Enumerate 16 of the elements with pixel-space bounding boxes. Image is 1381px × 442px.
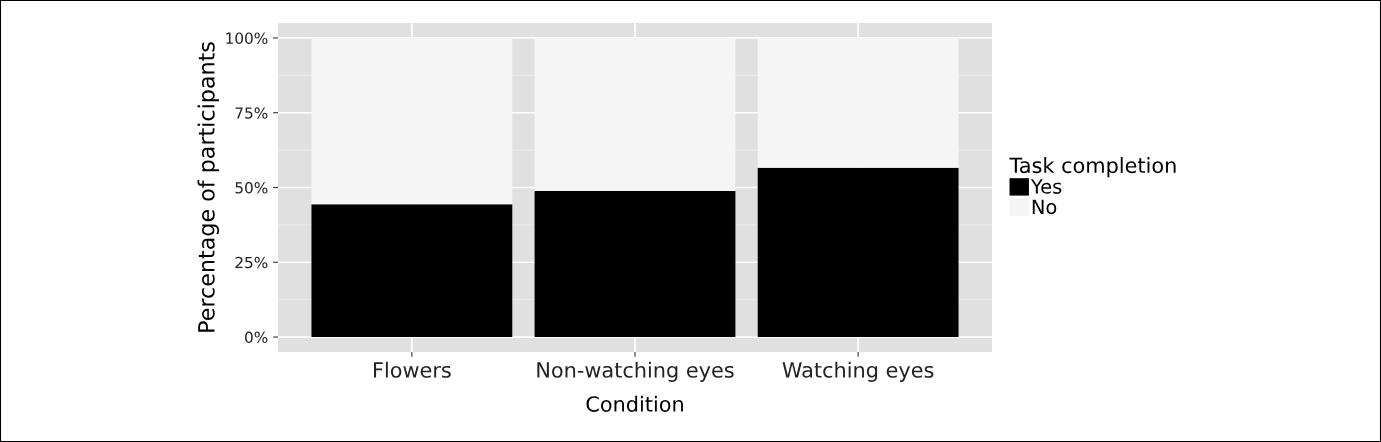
bar (311, 204, 513, 338)
y-tick-label: 25% (235, 256, 268, 269)
y-tick-label: 100% (226, 32, 268, 44)
bar (534, 191, 736, 338)
y-tick-label: 50% (235, 181, 268, 194)
x-axis-title: Condition (586, 395, 683, 412)
y-tick-label: 75% (235, 107, 268, 119)
legend-title: Task completion (1009, 157, 1176, 178)
legend-label: No (1032, 199, 1057, 215)
y-axis-title: Percentage of participants (197, 42, 220, 332)
bar (757, 167, 959, 338)
x-tick-label: Flowers (374, 361, 451, 378)
x-tick-label: Watching eyes (782, 361, 934, 382)
y-tick-label: 0% (245, 331, 268, 344)
x-tick-label: Non-watching eyes (537, 361, 734, 382)
legend-label: Yes (1030, 179, 1062, 194)
